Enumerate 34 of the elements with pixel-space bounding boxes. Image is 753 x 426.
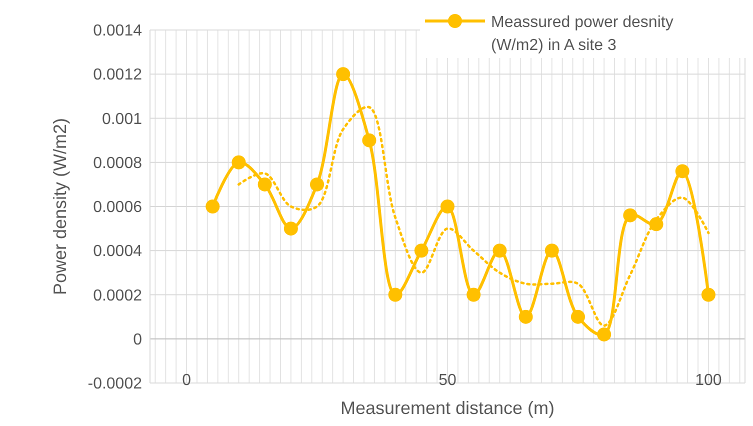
x-axis-title: Measurement distance (m)	[340, 398, 555, 418]
point	[675, 164, 690, 178]
y-tick-label: -0.0002	[88, 376, 142, 393]
y-tick-label: 0	[133, 331, 142, 348]
point	[258, 177, 272, 192]
point	[310, 177, 324, 192]
y-tick-label: 0.001	[102, 110, 142, 128]
x-tick-label: 50	[438, 372, 456, 389]
point	[336, 67, 350, 82]
point	[440, 200, 454, 214]
y-tick-label: 0.0008	[93, 154, 142, 172]
y-tick-label: 0.0006	[93, 199, 142, 216]
point	[570, 310, 585, 324]
y-tick-label: 0.0002	[93, 287, 142, 304]
point	[232, 155, 246, 170]
y-tick-label: 0.0004	[93, 243, 142, 260]
point	[597, 327, 612, 342]
point	[362, 133, 376, 148]
point	[284, 222, 298, 236]
y-tick-label: 0.0014	[93, 22, 142, 40]
x-tick-label: 0	[182, 372, 192, 389]
x-tick-label: 100	[695, 372, 722, 389]
point	[544, 244, 559, 258]
y-tick-label: 0.0012	[93, 66, 142, 84]
point	[701, 288, 716, 302]
point	[206, 200, 220, 214]
legend-label: Meassured power desnity (W/m2) in A site 3	[491, 14, 674, 54]
point	[414, 244, 428, 258]
point	[388, 288, 402, 302]
point	[466, 288, 481, 302]
point	[623, 208, 638, 222]
point	[492, 244, 507, 258]
y-axis-title: Power density (W/m2)	[50, 118, 70, 296]
point	[518, 310, 533, 324]
